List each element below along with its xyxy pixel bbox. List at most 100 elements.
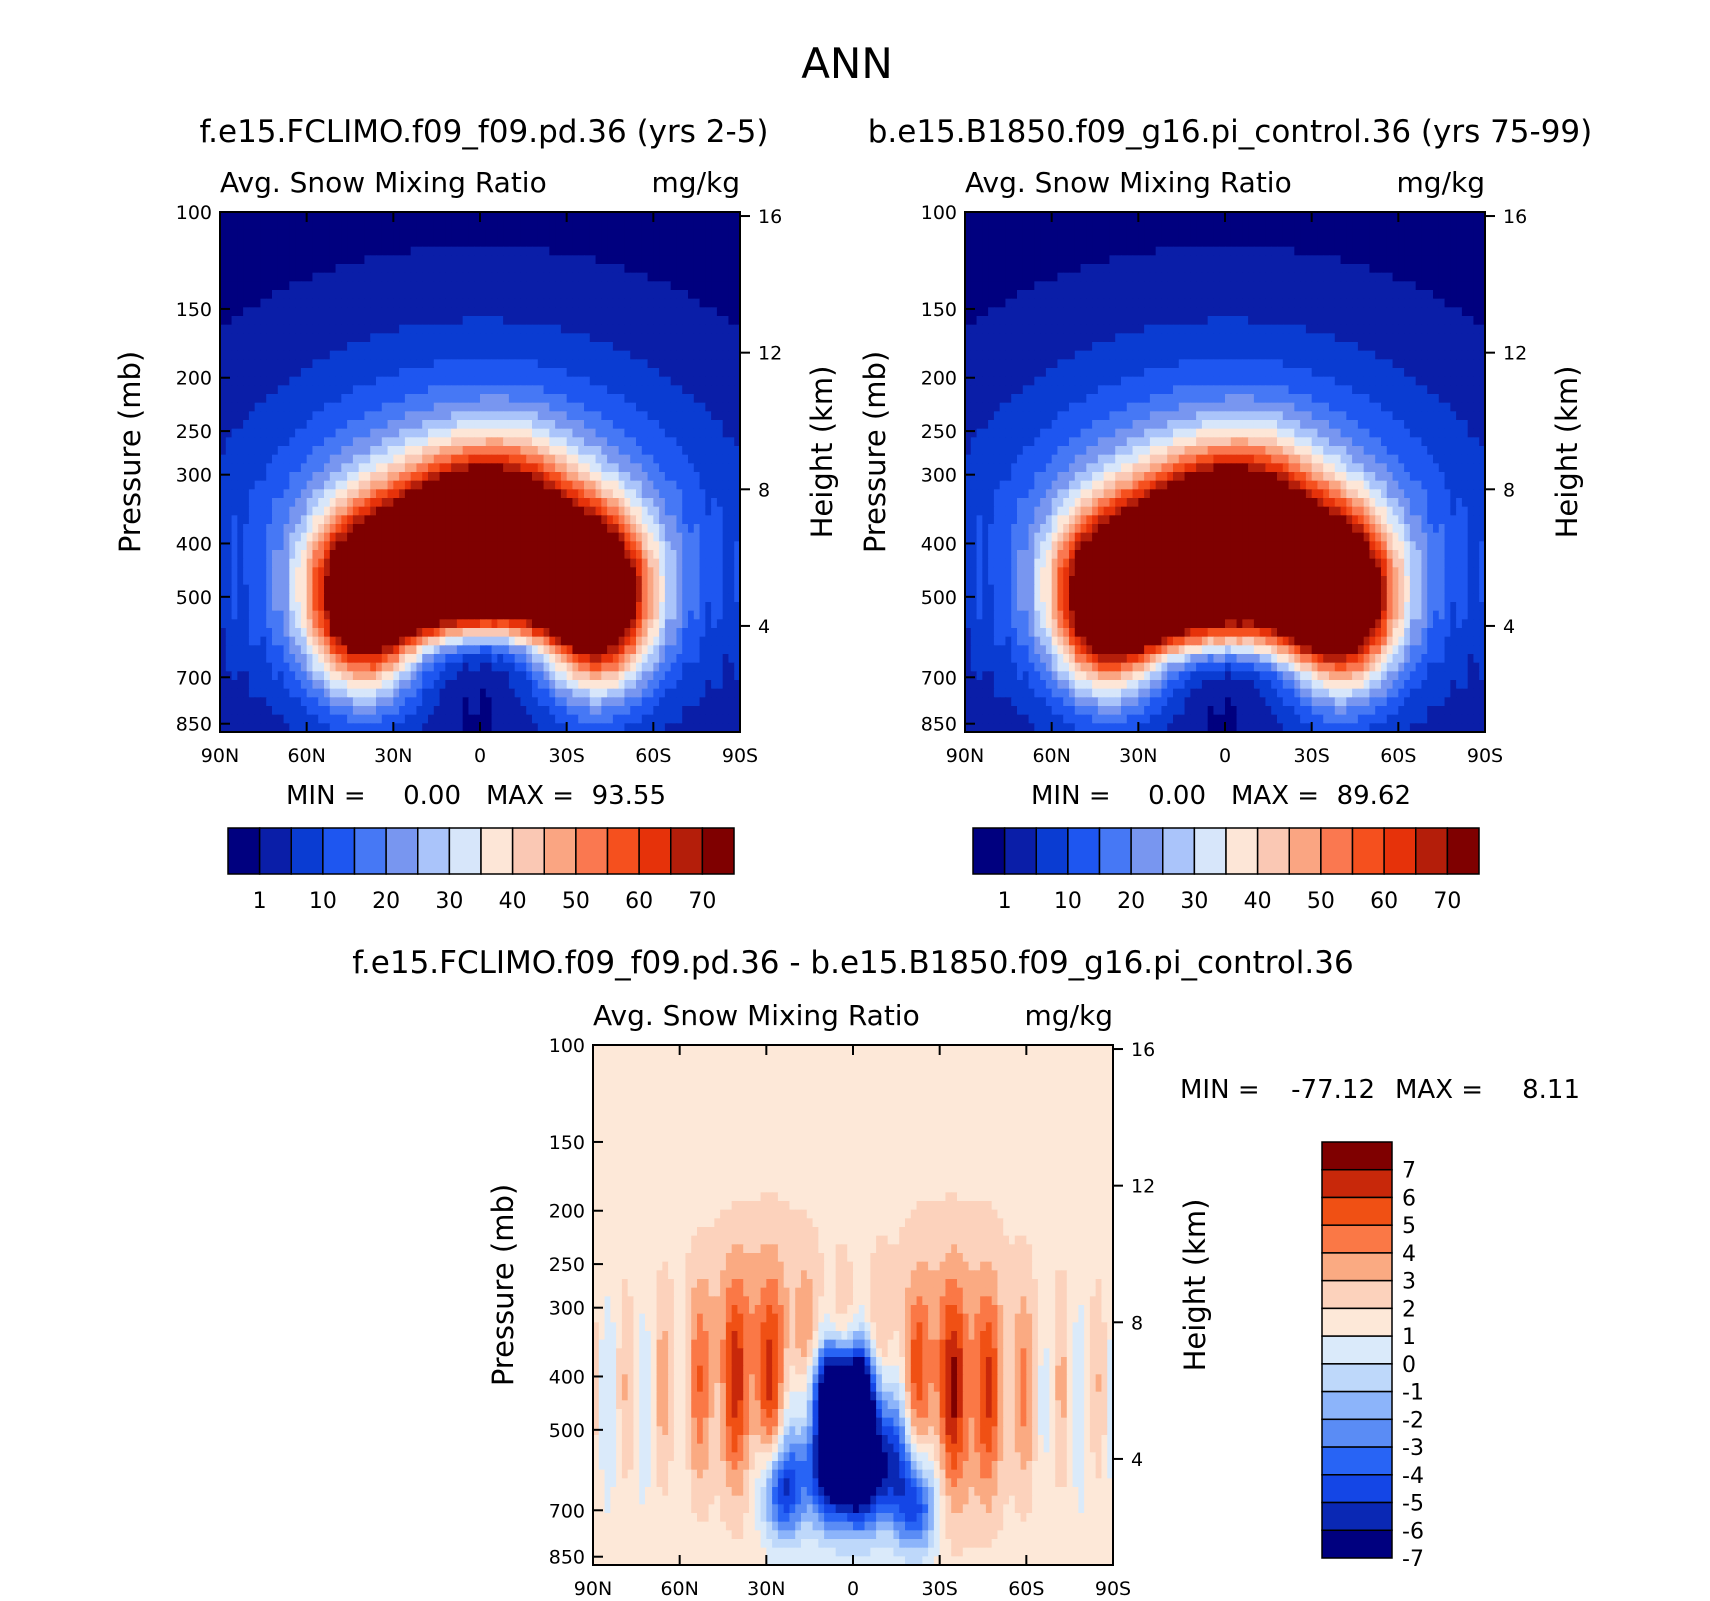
contour-cell bbox=[659, 220, 666, 230]
contour-cell bbox=[387, 610, 394, 620]
contour-cell bbox=[676, 220, 683, 230]
contour-cell bbox=[416, 454, 423, 464]
contour-cell bbox=[693, 489, 701, 499]
contour-cell bbox=[237, 541, 244, 551]
contour-cell bbox=[485, 671, 493, 681]
contour-cell bbox=[439, 506, 446, 516]
contour-cell bbox=[295, 489, 302, 499]
contour-cell bbox=[358, 264, 366, 274]
contour-cell bbox=[693, 324, 701, 334]
contour-cell bbox=[607, 212, 614, 222]
contour-cell bbox=[676, 446, 683, 456]
contour-cell bbox=[231, 307, 238, 317]
contour-cell bbox=[433, 463, 441, 473]
contour-cell bbox=[676, 255, 683, 265]
contour-cell bbox=[659, 550, 666, 560]
contour-cell bbox=[347, 264, 354, 274]
contour-cell bbox=[462, 463, 470, 473]
contour-cell bbox=[659, 645, 666, 655]
contour-cell bbox=[283, 342, 290, 352]
contour-cell bbox=[277, 376, 285, 386]
contour-cell bbox=[231, 290, 238, 300]
contour-cell bbox=[352, 402, 360, 412]
contour-cell bbox=[624, 264, 631, 274]
contour-cell bbox=[566, 463, 574, 473]
contour-cell bbox=[711, 428, 718, 438]
contour-cell bbox=[734, 584, 741, 594]
contour-cell bbox=[537, 316, 545, 326]
contour-cell bbox=[572, 446, 579, 456]
contour-cell bbox=[248, 558, 256, 568]
contour-cell bbox=[416, 307, 423, 317]
contour-cell bbox=[520, 420, 527, 430]
contour-cell bbox=[237, 472, 244, 482]
contour-cell bbox=[254, 333, 262, 343]
contour-cell bbox=[231, 524, 238, 534]
contour-cell bbox=[237, 593, 244, 603]
contour-cell bbox=[716, 584, 724, 594]
contour-cell bbox=[578, 454, 585, 464]
contour-cell bbox=[266, 662, 273, 672]
contour-cell bbox=[641, 532, 649, 542]
contour-cell bbox=[549, 628, 556, 638]
contour-cell bbox=[734, 576, 741, 586]
contour-cell bbox=[532, 342, 539, 352]
contour-cell bbox=[526, 541, 533, 551]
contour-cell bbox=[393, 272, 400, 282]
contour-cell bbox=[705, 264, 712, 274]
contour-cell bbox=[404, 290, 412, 300]
contour-cell bbox=[555, 428, 562, 438]
contour-cell bbox=[422, 307, 429, 317]
contour-cell bbox=[630, 524, 637, 534]
contour-cell bbox=[503, 385, 510, 395]
contour-cell bbox=[491, 264, 498, 274]
contour-cell bbox=[514, 220, 522, 230]
contour-cell bbox=[618, 454, 626, 464]
contour-cell bbox=[566, 541, 574, 551]
contour-cell bbox=[664, 359, 672, 369]
contour-cell bbox=[543, 394, 550, 404]
contour-cell bbox=[630, 229, 637, 239]
contour-cell bbox=[456, 220, 464, 230]
contour-cell bbox=[480, 428, 487, 438]
contour-cell bbox=[335, 212, 342, 222]
contour-cell bbox=[543, 454, 550, 464]
contour-cell bbox=[243, 238, 250, 248]
contour-cell bbox=[231, 576, 238, 586]
contour-cell bbox=[612, 645, 620, 655]
contour-cell bbox=[248, 532, 256, 542]
contour-cell bbox=[636, 272, 643, 282]
contour-cell bbox=[670, 636, 678, 646]
contour-cell bbox=[416, 255, 423, 265]
contour-cell bbox=[283, 680, 290, 690]
contour-cell bbox=[347, 593, 354, 603]
contour-cell bbox=[445, 489, 452, 499]
contour-cell bbox=[318, 584, 325, 594]
contour-cell bbox=[705, 446, 712, 456]
contour-cell bbox=[595, 290, 602, 300]
contour-cell bbox=[428, 359, 435, 369]
contour-cell bbox=[734, 350, 741, 360]
contour-cell bbox=[462, 498, 470, 508]
contour-cell bbox=[468, 394, 475, 404]
contour-cell bbox=[497, 567, 504, 577]
contour-cell bbox=[433, 376, 441, 386]
contour-cell bbox=[451, 385, 458, 395]
contour-cell bbox=[566, 359, 574, 369]
contour-cell bbox=[364, 671, 371, 681]
contour-cell bbox=[318, 688, 325, 698]
contour-cell bbox=[474, 359, 481, 369]
contour-cell bbox=[335, 324, 342, 334]
contour-cell bbox=[555, 368, 562, 378]
contour-cell bbox=[670, 628, 678, 638]
contour-cell bbox=[607, 298, 614, 308]
contour-cell bbox=[399, 515, 406, 525]
contour-cell bbox=[451, 515, 458, 525]
contour-cell bbox=[711, 636, 718, 646]
contour-cell bbox=[497, 342, 504, 352]
contour-cell bbox=[607, 662, 614, 672]
contour-cell bbox=[664, 584, 672, 594]
contour-cell bbox=[422, 454, 429, 464]
contour-cell bbox=[381, 498, 389, 508]
contour-cell bbox=[445, 359, 452, 369]
